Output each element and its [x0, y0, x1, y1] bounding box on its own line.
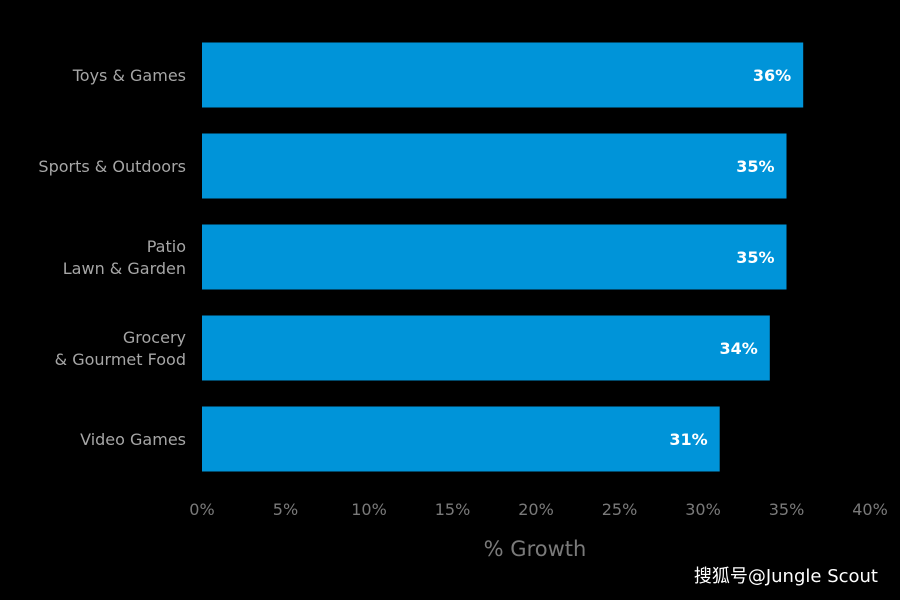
x-tick-label: 0%: [189, 500, 214, 519]
bar-value-label: 31%: [669, 430, 707, 449]
x-axis-title: % Growth: [484, 537, 587, 561]
x-tick-label: 30%: [685, 500, 721, 519]
x-tick-label: 20%: [518, 500, 554, 519]
watermark: 搜狐号@Jungle Scout: [693, 566, 878, 587]
bar-value-label: 36%: [753, 66, 791, 85]
x-tick-label: 15%: [435, 500, 471, 519]
x-axis-ticks: 0% 5% 10% 15% 20% 25% 30% 35% 40%: [189, 500, 887, 519]
bar: [202, 315, 770, 381]
category-label: Toys & Games: [72, 66, 186, 85]
category-label: Grocery & Gourmet Food: [55, 328, 186, 369]
category-label: Video Games: [80, 430, 186, 449]
category-label: Sports & Outdoors: [38, 157, 186, 176]
bar: [202, 406, 720, 472]
x-tick-label: 40%: [852, 500, 888, 519]
x-tick-label: 10%: [351, 500, 387, 519]
bar-value-label: 35%: [736, 248, 774, 267]
bar: [202, 133, 787, 199]
bar-value-label: 35%: [736, 157, 774, 176]
bar-value-label: 34%: [720, 339, 758, 358]
value-labels-group: 36% 35% 35% 34% 31%: [669, 66, 791, 449]
x-tick-label: 25%: [602, 500, 638, 519]
bar: [202, 224, 787, 290]
category-label: Patio Lawn & Garden: [63, 237, 186, 278]
category-labels-group: Toys & Games Sports & Outdoors Patio Lawn &…: [38, 66, 186, 449]
x-tick-label: 5%: [273, 500, 298, 519]
bar: [202, 42, 804, 108]
x-tick-label: 35%: [769, 500, 805, 519]
bars-group: [202, 42, 804, 472]
